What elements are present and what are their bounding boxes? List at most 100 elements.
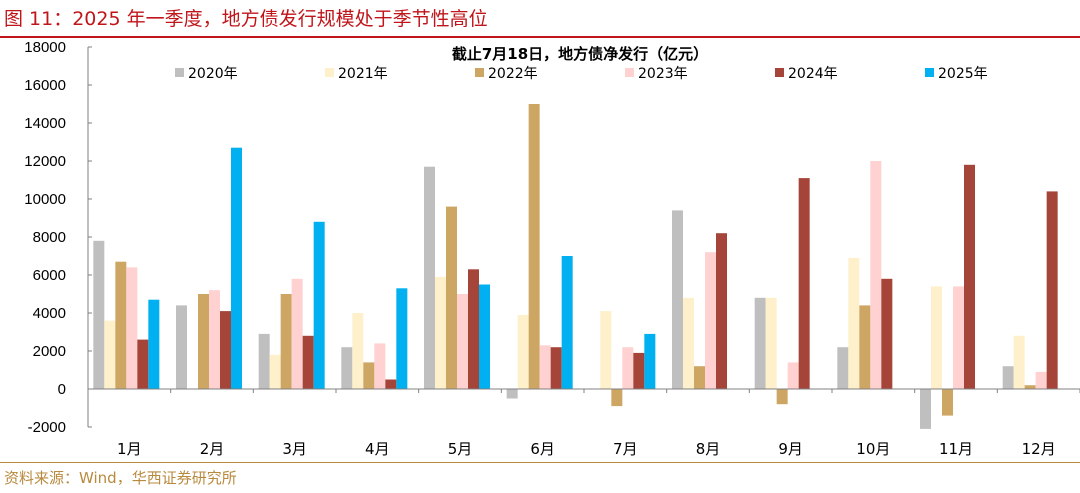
bar-2022年-5月 — [446, 206, 457, 389]
bar-2021年-8月 — [683, 297, 694, 389]
bar-2024年-7月 — [633, 352, 645, 389]
x-tick-label: 9月 — [778, 440, 803, 458]
legend-label: 2025年 — [938, 66, 988, 82]
y-tick-label: 6000 — [33, 267, 66, 284]
y-tick-label: 2000 — [33, 343, 66, 360]
bar-2025年-3月 — [313, 221, 325, 389]
legend-swatch-2021年 — [325, 68, 334, 77]
bar-2022年-12月 — [1024, 385, 1036, 389]
bar-2023年-7月 — [622, 347, 634, 389]
bar-2020年-11月 — [920, 389, 931, 429]
bar-2024年-9月 — [798, 178, 810, 389]
bar-2025年-6月 — [561, 256, 573, 389]
bar-2022年-6月 — [528, 104, 540, 389]
legend-swatch-2024年 — [775, 68, 784, 77]
legend-swatch-2020年 — [175, 68, 184, 77]
source-note: 资料来源：Wind，华西证券研究所 — [4, 469, 237, 487]
legend-swatch-2023年 — [625, 68, 634, 77]
x-tick-label: 10月 — [856, 440, 890, 458]
bar-2022年-1月 — [115, 261, 127, 389]
y-tick-label: 4000 — [33, 305, 66, 322]
chart-title: 截止7月18日，地方债净发行（亿元） — [452, 45, 708, 63]
bar-2020年-5月 — [424, 166, 435, 389]
bar-2022年-10月 — [859, 305, 871, 389]
bar-2024年-12月 — [1046, 191, 1058, 389]
bar-2024年-1月 — [137, 339, 149, 389]
bar-2020年-6月 — [506, 389, 518, 399]
legend-label: 2022年 — [488, 66, 538, 82]
bar-2023年-8月 — [705, 252, 716, 389]
bar-2024年-8月 — [716, 233, 727, 389]
y-tick-label: 12000 — [24, 153, 66, 170]
bar-2021年-10月 — [848, 257, 860, 389]
bar-2023年-1月 — [126, 267, 138, 389]
x-tick-label: 2月 — [200, 440, 225, 458]
x-tick-label: 4月 — [365, 440, 390, 458]
bar-chart: -2000 0 2000 4000 6000 8000 10000 12000 14000 160… — [24, 39, 1080, 458]
bar-2024年-10月 — [881, 278, 893, 389]
bar-2021年-5月 — [435, 276, 446, 389]
bar-2024年-11月 — [964, 164, 975, 389]
bar-2023年-6月 — [539, 345, 551, 389]
bar-2022年-8月 — [694, 366, 705, 389]
bar-2021年-1月 — [104, 320, 116, 389]
bar-2021年-11月 — [931, 286, 942, 389]
bar-2024年-3月 — [302, 335, 314, 389]
bar-2024年-5月 — [468, 269, 479, 389]
bar-2022年-9月 — [776, 389, 788, 405]
bar-2023年-5月 — [457, 294, 468, 389]
bar-2025年-4月 — [396, 288, 408, 389]
bar-2025年-2月 — [231, 147, 242, 389]
x-tick-label: 11月 — [939, 440, 973, 458]
y-tick-label: 10000 — [24, 191, 66, 208]
bar-2020年-10月 — [837, 347, 849, 389]
legend-swatch-2025年 — [925, 68, 934, 77]
bar-2023年-9月 — [787, 362, 799, 389]
bar-2021年-12月 — [1013, 335, 1025, 389]
x-tick-label: 3月 — [282, 440, 307, 458]
bar-2021年-3月 — [269, 354, 281, 389]
y-tick-label: 8000 — [33, 229, 66, 246]
bar-2020年-9月 — [754, 297, 766, 389]
y-tick-label: 14000 — [24, 115, 66, 132]
legend-swatch-2022年 — [475, 68, 484, 77]
bar-2020年-8月 — [672, 210, 683, 389]
legend-label: 2023年 — [638, 66, 688, 82]
bar-2022年-11月 — [942, 389, 953, 416]
x-tick-label: 6月 — [530, 440, 555, 458]
bar-2022年-7月 — [611, 389, 623, 407]
bar-2024年-2月 — [220, 311, 231, 389]
bar-2021年-6月 — [517, 314, 529, 389]
legend-label: 2024年 — [788, 66, 838, 82]
source-rule — [0, 462, 1080, 463]
bar-2023年-4月 — [374, 343, 386, 389]
figure-title: 图 11：2025 年一季度，地方债发行规模处于季节性高位 — [4, 8, 488, 30]
legend-label: 2021年 — [338, 66, 388, 82]
bar-2023年-11月 — [953, 286, 964, 389]
bar-2020年-1月 — [93, 240, 105, 389]
bar-2022年-4月 — [363, 362, 375, 389]
legend-label: 2020年 — [188, 66, 238, 82]
y-tick-label: 0 — [58, 381, 66, 398]
bar-2025年-7月 — [644, 333, 656, 389]
bar-2021年-7月 — [600, 311, 612, 389]
x-tick-label: 1月 — [117, 440, 142, 458]
bar-2024年-6月 — [550, 347, 562, 389]
bar-2024年-4月 — [385, 379, 397, 389]
bar-2021年-4月 — [352, 313, 364, 389]
bar-2025年-5月 — [479, 284, 490, 389]
bar-2022年-3月 — [280, 294, 292, 389]
bar-2023年-2月 — [209, 290, 220, 389]
x-tick-label: 8月 — [696, 440, 721, 458]
bar-2020年-3月 — [258, 333, 270, 389]
bar-2022年-2月 — [198, 294, 209, 389]
y-tick-label: -2000 — [28, 419, 66, 436]
x-tick-label: 7月 — [613, 440, 638, 458]
bar-2021年-9月 — [765, 297, 777, 389]
bar-2023年-12月 — [1035, 371, 1047, 389]
y-tick-label: 18000 — [24, 39, 66, 56]
bar-2023年-3月 — [291, 278, 303, 389]
bar-2020年-4月 — [341, 347, 353, 389]
y-tick-label: 16000 — [24, 77, 66, 94]
bar-2025年-1月 — [148, 299, 160, 389]
